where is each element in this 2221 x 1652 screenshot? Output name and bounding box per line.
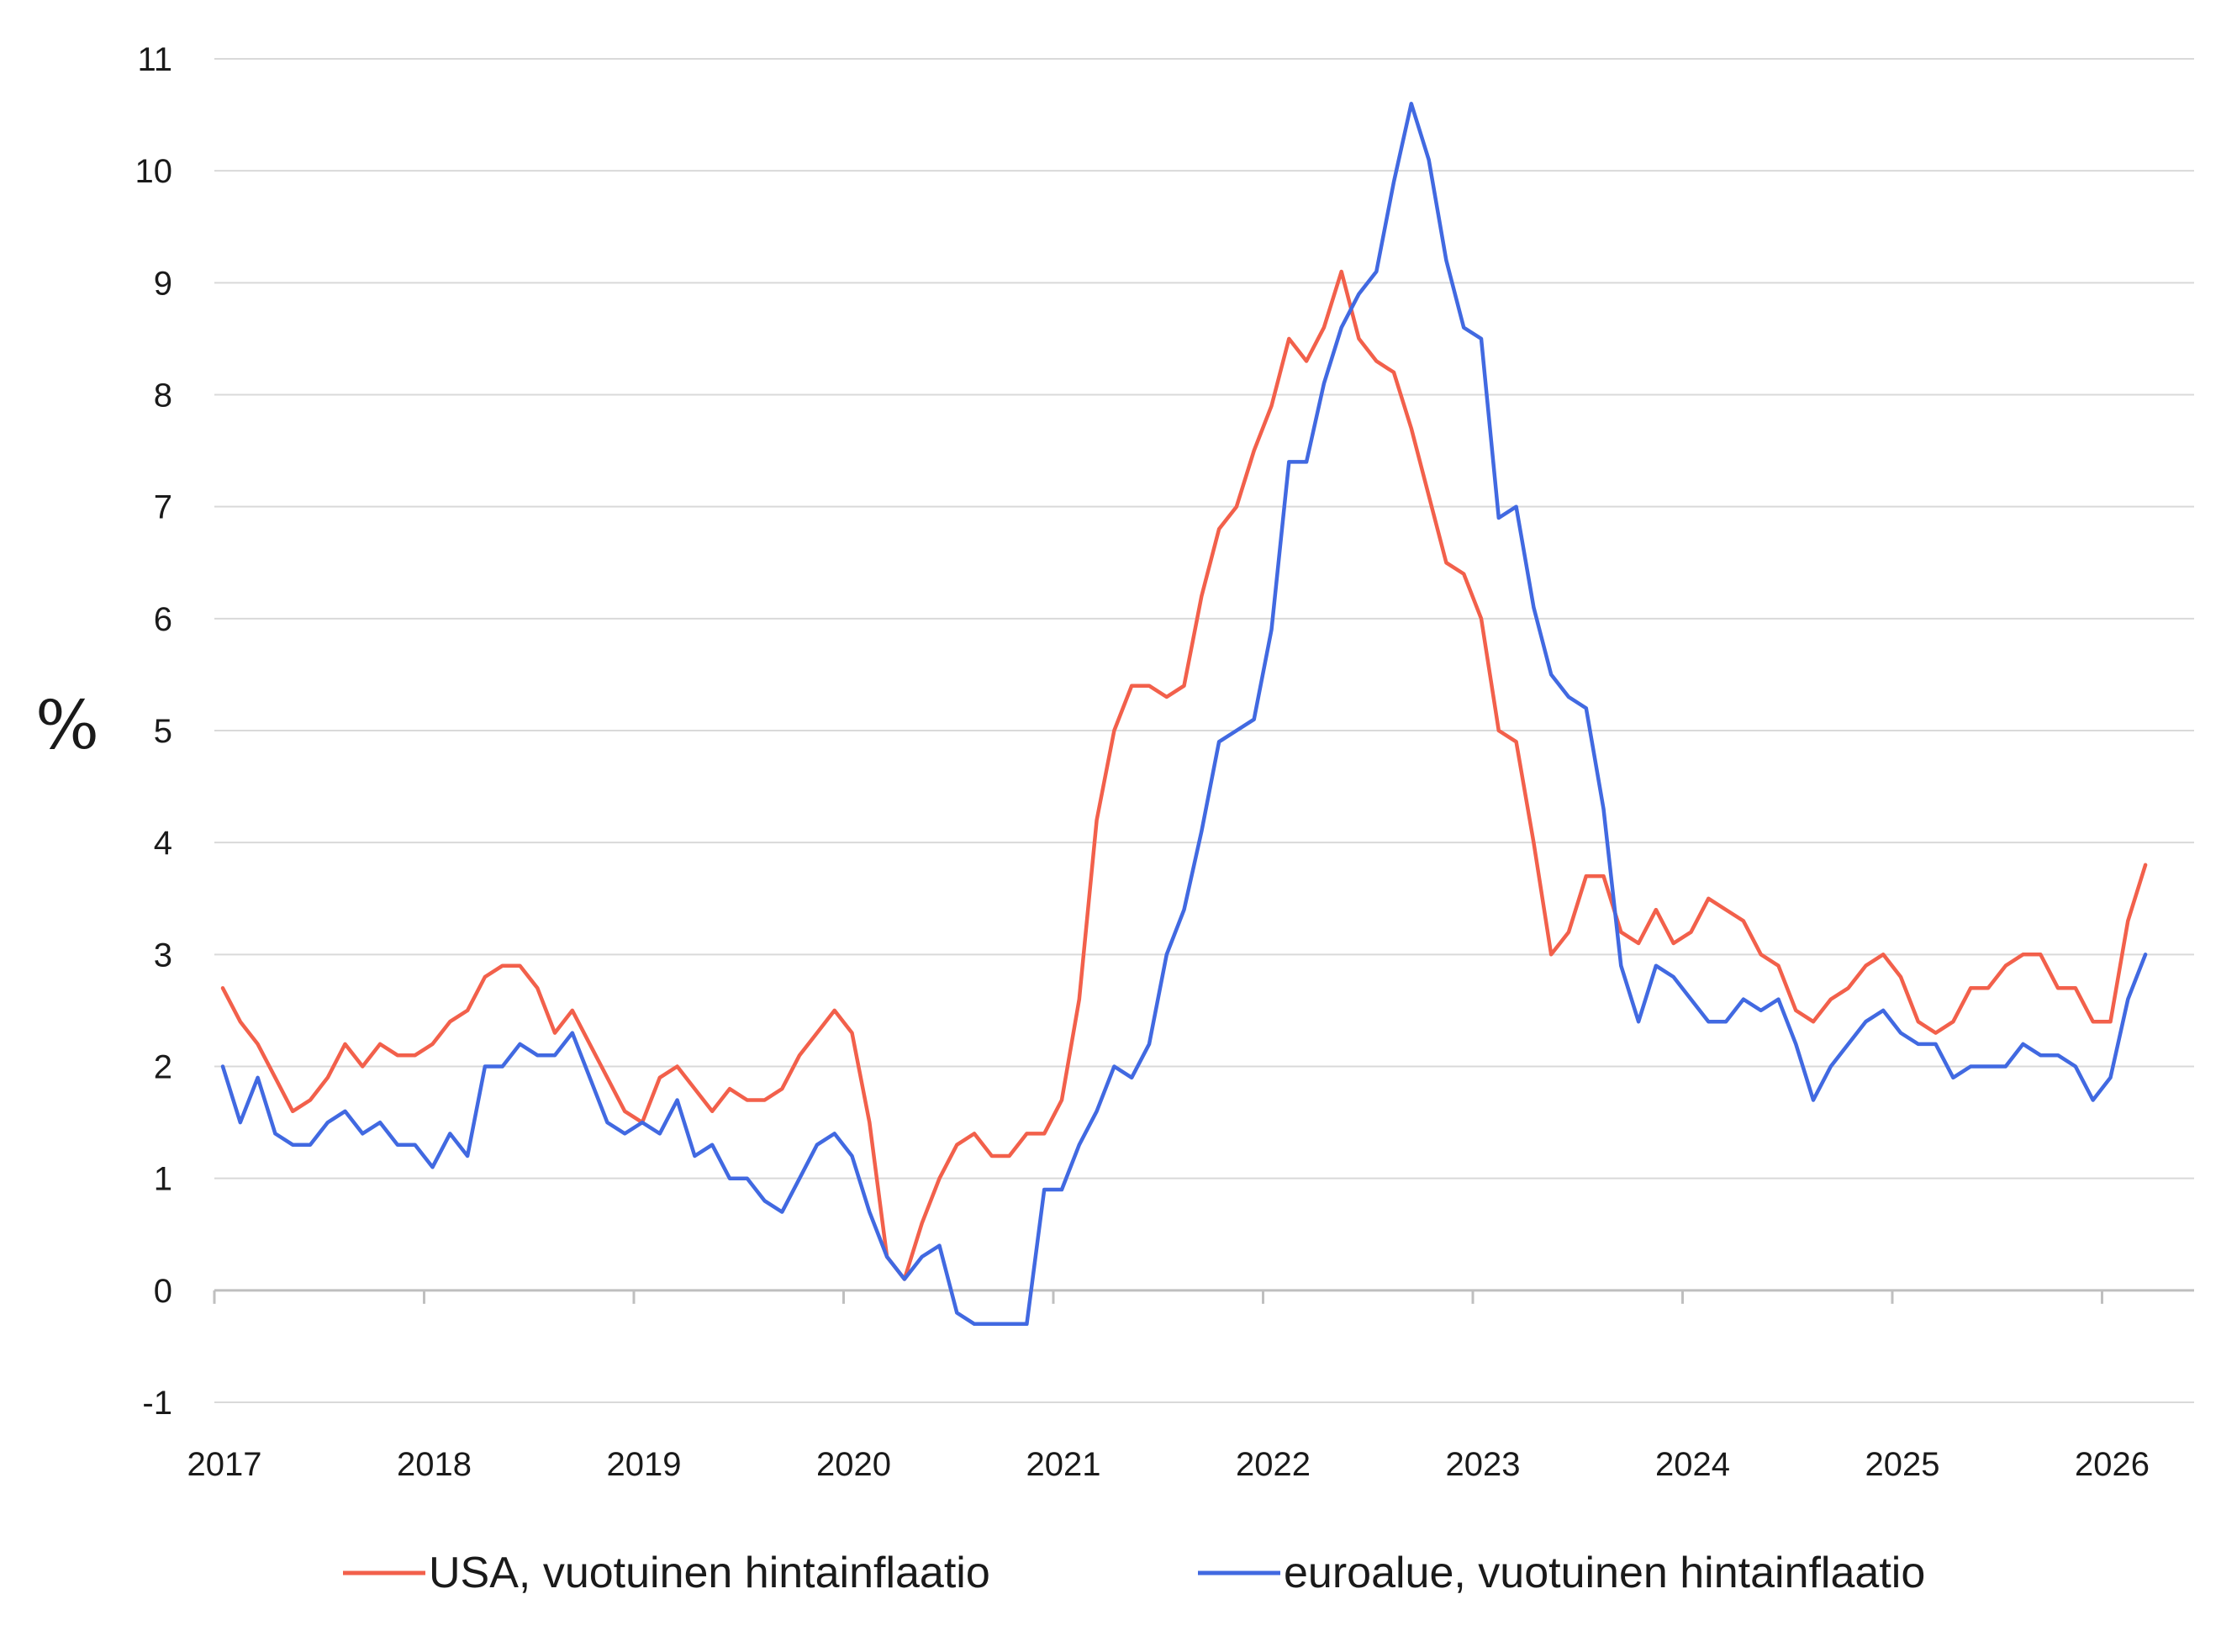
y-tick-label: 2	[154, 1049, 172, 1086]
y-tick-label: 7	[154, 489, 172, 526]
x-tick-label: 2024	[1655, 1446, 1730, 1483]
y-tick-label: 1	[154, 1161, 172, 1198]
x-tick-label: 2020	[816, 1446, 891, 1483]
x-tick-label: 2026	[2075, 1446, 2150, 1483]
x-tick-label: 2023	[1446, 1446, 1521, 1483]
y-tick-label: 3	[154, 937, 172, 974]
legend-label: euroalue, vuotuinen hintainflaatio	[1284, 1549, 1925, 1597]
series-lines	[220, 102, 2148, 1327]
x-tick-label: 2025	[1865, 1446, 1940, 1483]
x-tick-label: 2018	[397, 1446, 472, 1483]
x-tick-label: 2019	[607, 1446, 682, 1483]
legend-label: USA, vuotuinen hintainflaatio	[429, 1549, 990, 1597]
y-tick-label: 4	[154, 825, 172, 862]
y-tick-label: 8	[154, 377, 172, 414]
x-tick-label: 2022	[1236, 1446, 1311, 1483]
series-line	[220, 269, 2148, 1281]
x-tick-label: 2021	[1026, 1446, 1101, 1483]
y-tick-label: 9	[154, 265, 172, 302]
y-tick-label: 0	[154, 1273, 172, 1310]
y-axis-label: %	[35, 686, 99, 764]
x-tick-label: 2017	[187, 1446, 262, 1483]
series-line	[220, 102, 2148, 1327]
legend: USA, vuotuinen hintainflaatio euroalue, v…	[343, 1549, 1925, 1597]
y-axis-ticks: -1 0 1 2 3 4 5 6 7 8 9 10 11	[135, 41, 173, 1422]
y-tick-label: 5	[154, 713, 172, 750]
grid-lines	[214, 58, 2194, 1403]
y-tick-label: 11	[137, 41, 172, 78]
y-tick-label: 6	[154, 601, 172, 638]
y-tick-label: -1	[142, 1385, 172, 1422]
x-axis-ticks: 2017 2018 2019 2020 2021 2022 2023 2024 2025 2026	[187, 1290, 2150, 1483]
y-tick-label: 10	[135, 153, 173, 190]
